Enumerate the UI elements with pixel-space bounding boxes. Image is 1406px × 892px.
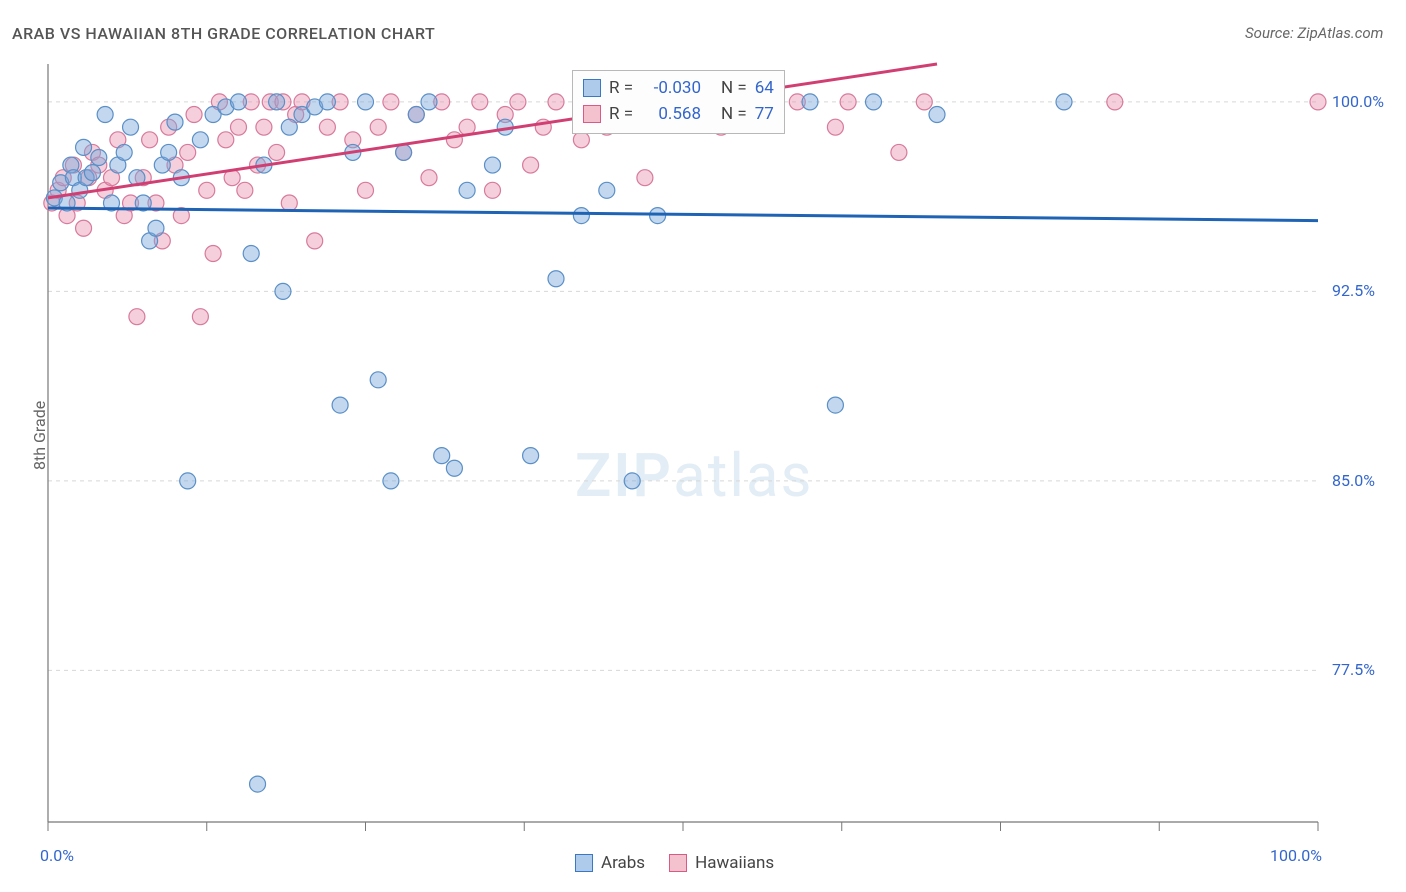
legend-n-label: N = bbox=[721, 104, 747, 124]
legend-swatch bbox=[583, 105, 601, 123]
series-legend: Arabs Hawaiians bbox=[575, 853, 774, 873]
series-legend-label: Arabs bbox=[601, 853, 645, 873]
y-tick-label: 100.0% bbox=[1332, 92, 1384, 111]
correlation-legend: R = -0.030 N = 64 R = 0.568 N = 77 bbox=[572, 70, 785, 134]
x-tick-label: 0.0% bbox=[40, 846, 74, 865]
y-tick-label: 92.5% bbox=[1332, 281, 1375, 300]
legend-r-value: 0.568 bbox=[641, 104, 701, 124]
legend-n-value: 77 bbox=[755, 104, 774, 124]
legend-swatch bbox=[669, 854, 687, 872]
correlation-legend-row: R = -0.030 N = 64 bbox=[583, 75, 774, 101]
correlation-legend-row: R = 0.568 N = 77 bbox=[583, 101, 774, 127]
y-tick-label: 85.0% bbox=[1332, 471, 1375, 490]
series-legend-item: Hawaiians bbox=[669, 853, 774, 873]
series-legend-item: Arabs bbox=[575, 853, 645, 873]
legend-r-value: -0.030 bbox=[641, 78, 701, 98]
legend-swatch bbox=[583, 79, 601, 97]
legend-n-label: N = bbox=[721, 78, 747, 98]
legend-r-label: R = bbox=[609, 104, 633, 124]
legend-swatch bbox=[575, 854, 593, 872]
chart-container: ARAB VS HAWAIIAN 8TH GRADE CORRELATION C… bbox=[0, 0, 1406, 892]
y-tick-label: 77.5% bbox=[1332, 660, 1375, 679]
legend-r-label: R = bbox=[609, 78, 633, 98]
legend-n-value: 64 bbox=[755, 78, 774, 98]
x-tick-label: 100.0% bbox=[1270, 846, 1322, 865]
series-legend-label: Hawaiians bbox=[695, 853, 774, 873]
